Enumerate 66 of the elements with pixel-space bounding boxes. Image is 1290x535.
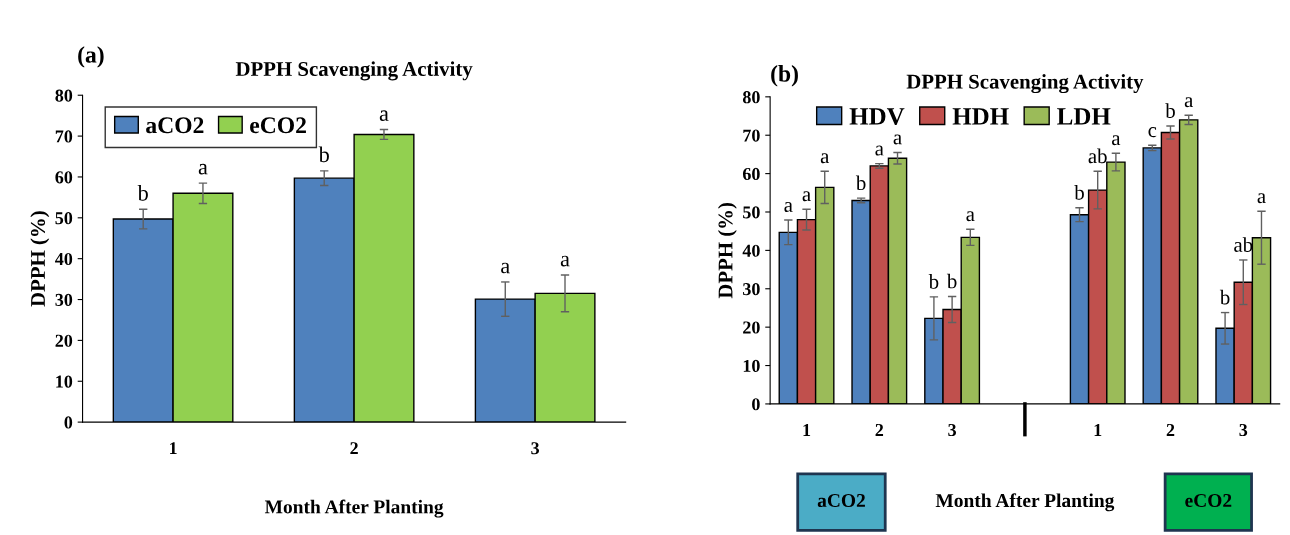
- y-tick-label: 20: [743, 321, 760, 334]
- data-label: a: [560, 255, 570, 267]
- data-label: b: [1219, 289, 1230, 305]
- data-label: a: [784, 202, 793, 212]
- legend-label: aCO2: [146, 117, 204, 134]
- data-label: a: [802, 191, 811, 202]
- x-tick-label: 1: [803, 423, 811, 436]
- y-tick-label: 10: [743, 359, 760, 372]
- data-label: a: [875, 145, 884, 156]
- y-tick-label: 40: [742, 244, 760, 257]
- text: (a): [78, 46, 104, 68]
- y-tick-label: 30: [743, 283, 760, 296]
- x-tick-label: 2: [1166, 423, 1175, 436]
- text: eCO2: [1185, 493, 1232, 508]
- data-label: c: [1148, 127, 1157, 138]
- data-label: a: [198, 163, 208, 175]
- y-tick-label: 0: [752, 398, 760, 411]
- y-tick-label: 70: [743, 129, 760, 142]
- y-tick-label: 20: [55, 334, 73, 347]
- data-label: b: [855, 175, 866, 191]
- legend-label: LDH: [1057, 108, 1111, 125]
- data-label: a: [1257, 193, 1266, 204]
- data-label: a: [1112, 135, 1121, 146]
- data-label: b: [928, 274, 939, 289]
- data-label: a: [893, 134, 902, 145]
- y-tick-label: 70: [55, 130, 73, 143]
- legend-label: HDV: [849, 108, 905, 125]
- data-label: a: [501, 262, 510, 274]
- y-tick-label: 50: [55, 212, 73, 225]
- y-axis-title: DPPH (%): [30, 211, 50, 307]
- y-tick-label: 30: [55, 293, 73, 306]
- x-tick-label: 2: [350, 442, 358, 455]
- x-tick-label: 2: [875, 423, 884, 436]
- legend-label: eCO2: [250, 117, 306, 134]
- data-label: a: [820, 153, 830, 164]
- chart-title: DPPH Scavenging Activity: [235, 61, 473, 81]
- text: (b): [771, 65, 798, 87]
- x-tick-label: 3: [1239, 423, 1248, 437]
- data-label: b: [137, 184, 148, 201]
- x-tick-label: 3: [948, 423, 957, 437]
- x-axis-title: Month After Planting: [935, 493, 1115, 512]
- y-tick-label: 60: [742, 167, 760, 181]
- y-tick-label: 40: [55, 252, 73, 266]
- data-label: a: [379, 110, 389, 121]
- data-label: a: [1184, 97, 1194, 108]
- y-tick-label: 80: [55, 89, 73, 102]
- x-tick-label: 1: [1094, 423, 1102, 436]
- x-tick-label: 3: [531, 442, 540, 455]
- data-label: ab: [1234, 237, 1253, 252]
- data-label: ab: [1088, 148, 1107, 164]
- x-axis-title: Month After Planting: [264, 499, 444, 518]
- x-tick-label: 1: [170, 442, 177, 455]
- y-axis-title: DPPH (%): [717, 202, 737, 299]
- data-label: b: [1074, 185, 1084, 200]
- chart-title: DPPH Scavenging Activity: [906, 74, 1144, 94]
- text: aCO2: [817, 493, 865, 508]
- y-tick-label: 10: [56, 375, 73, 388]
- y-tick-label: 60: [55, 171, 73, 184]
- data-label: a: [966, 211, 975, 222]
- y-tick-label: 80: [742, 91, 760, 104]
- data-label: b: [1165, 103, 1175, 118]
- data-label: b: [946, 273, 957, 289]
- legend-label: HDH: [952, 108, 1009, 125]
- y-tick-label: 50: [743, 206, 760, 219]
- data-label: b: [318, 146, 329, 163]
- y-tick-label: 0: [64, 416, 73, 429]
